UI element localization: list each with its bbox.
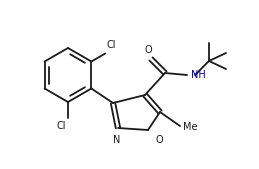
Text: O: O — [144, 45, 152, 55]
Text: Cl: Cl — [106, 41, 116, 51]
Text: NH: NH — [191, 70, 206, 80]
Text: N: N — [113, 135, 121, 145]
Text: Me: Me — [183, 122, 198, 132]
Text: Cl: Cl — [56, 121, 66, 131]
Text: O: O — [156, 135, 164, 145]
